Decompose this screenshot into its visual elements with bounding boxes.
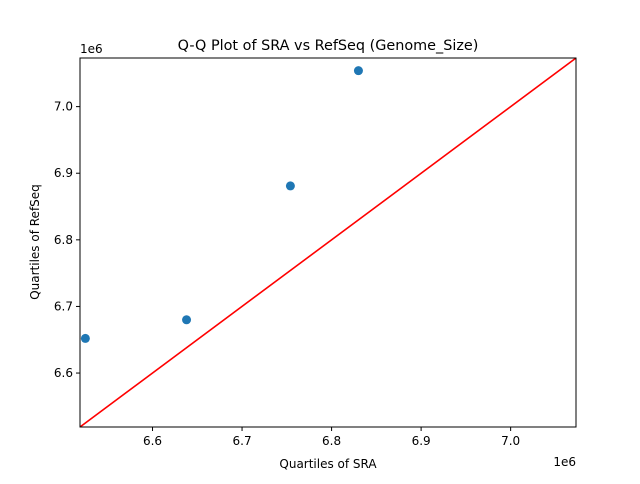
y-tick-label: 7.0 <box>54 100 73 114</box>
y-offset-label: 1e6 <box>80 42 103 56</box>
x-tick-label: 7.0 <box>501 434 520 448</box>
x-tick-label: 6.9 <box>412 434 431 448</box>
x-tick-label: 6.7 <box>233 434 252 448</box>
data-point <box>353 66 363 76</box>
y-axis-label: Quartiles of RefSeq <box>28 184 42 300</box>
data-point <box>285 181 295 191</box>
y-tick-label: 6.8 <box>54 233 73 247</box>
chart-title: Q-Q Plot of SRA vs RefSeq (Genome_Size) <box>178 38 479 54</box>
x-tick-label: 6.6 <box>143 434 162 448</box>
x-axis-label: Quartiles of SRA <box>279 457 377 471</box>
y-tick-label: 6.6 <box>54 366 73 380</box>
data-point <box>182 315 192 325</box>
y-tick-label: 6.7 <box>54 299 73 313</box>
data-point <box>80 333 90 343</box>
x-offset-label: 1e6 <box>553 455 576 469</box>
reference-line <box>80 58 576 427</box>
y-tick-label: 6.9 <box>54 166 73 180</box>
x-tick-label: 6.8 <box>322 434 341 448</box>
plot-frame <box>79 57 577 428</box>
